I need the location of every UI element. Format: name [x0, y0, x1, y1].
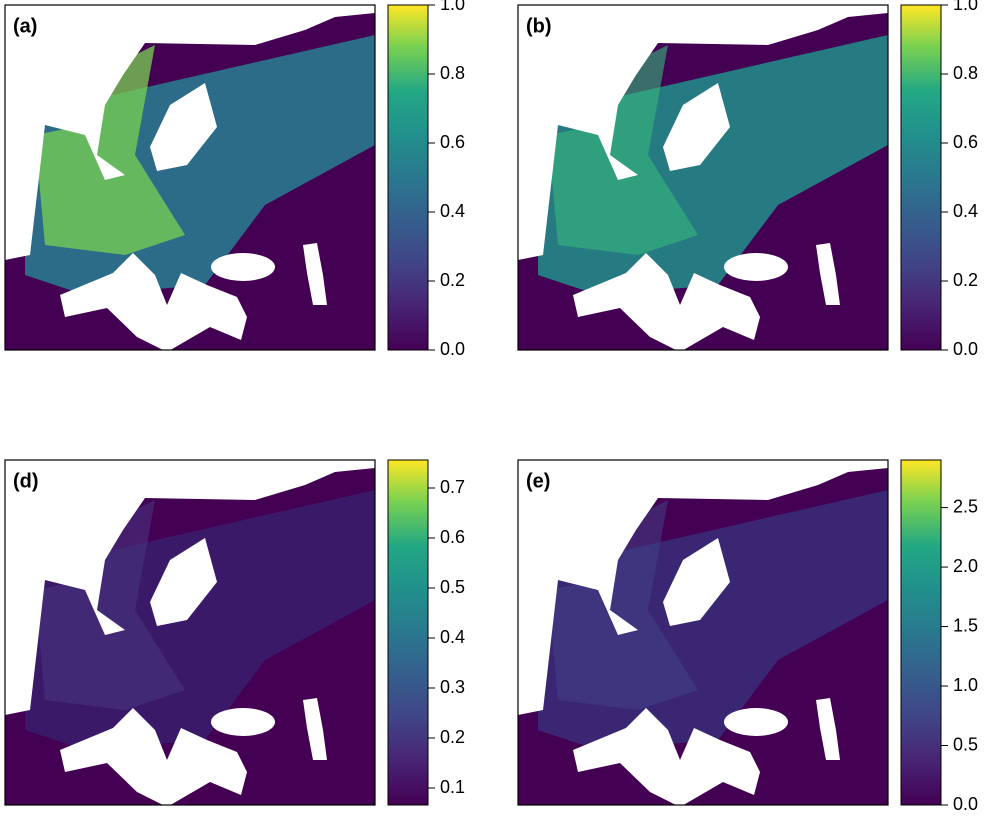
- tick-label: 0.5: [440, 577, 465, 597]
- land-highlight: [548, 500, 698, 710]
- sea: [5, 460, 375, 715]
- panel: (e) 0.0 0.5 1.0 1.5 2.0 2.5: [517, 459, 978, 814]
- panel: (d) 0.1 0.2 0.3 0.4 0.5 0.6 0.7: [4, 459, 465, 806]
- tick-label: 0.0: [440, 339, 465, 359]
- panel-label: (d): [13, 470, 39, 492]
- sea: [60, 708, 247, 805]
- tick-label: 0.8: [953, 63, 978, 83]
- tick-label: 0.4: [440, 627, 465, 647]
- black-sea: [211, 708, 275, 736]
- map: [518, 460, 888, 805]
- tick-label: 0.6: [440, 527, 465, 547]
- colorbar: [387, 4, 429, 351]
- colorbar: [900, 459, 942, 806]
- black-sea: [211, 253, 275, 281]
- tick-label: 0.0: [953, 794, 978, 813]
- black-sea: [724, 253, 788, 281]
- map-frame: [4, 459, 376, 806]
- sea: [573, 708, 760, 805]
- tick-label: 0.4: [440, 201, 465, 221]
- sea: [303, 698, 327, 760]
- sea: [518, 460, 888, 715]
- tick-label: 1.5: [953, 615, 978, 635]
- panel: (a) 0.0 0.2 0.4 0.6 0.8 1.0: [4, 0, 465, 359]
- sea: [150, 83, 217, 171]
- tick-label: 0.7: [440, 477, 465, 497]
- tick-label: 0.6: [953, 132, 978, 152]
- tick-label: 0.2: [953, 270, 978, 290]
- land-highlight: [35, 45, 185, 255]
- tick-label: 2.0: [953, 556, 978, 576]
- black-sea: [724, 708, 788, 736]
- tick-label: 1.0: [953, 675, 978, 695]
- panel-label: (e): [526, 470, 550, 492]
- tick-label: 0.5: [953, 734, 978, 754]
- tick-label: 0.1: [440, 777, 465, 797]
- land-highlight: [35, 500, 185, 710]
- sea: [303, 243, 327, 305]
- tick-label: 2.5: [953, 496, 978, 516]
- tick-label: 0.4: [953, 201, 978, 221]
- sea: [816, 698, 840, 760]
- panel: (b) 0.0 0.2 0.4 0.6 0.8 1.0: [517, 0, 978, 359]
- tick-label: 0.8: [440, 63, 465, 83]
- map-frame: [4, 4, 376, 351]
- sea: [573, 253, 760, 350]
- sea: [663, 538, 730, 626]
- sea: [60, 253, 247, 350]
- map: [5, 5, 375, 350]
- panel-label: (a): [13, 15, 37, 37]
- panel-label: (b): [526, 15, 552, 37]
- sea: [816, 243, 840, 305]
- sea: [5, 5, 375, 260]
- map-frame: [517, 4, 889, 351]
- tick-label: 0.2: [440, 270, 465, 290]
- tick-label: 0.0: [953, 339, 978, 359]
- map: [518, 5, 888, 350]
- tick-label: 1.0: [440, 0, 465, 14]
- tick-label: 0.2: [440, 727, 465, 747]
- colorbar: [387, 459, 429, 806]
- sea: [150, 538, 217, 626]
- map: [5, 460, 375, 805]
- sea: [518, 5, 888, 260]
- map-frame: [517, 459, 889, 806]
- sea: [663, 83, 730, 171]
- land-highlight: [548, 45, 698, 255]
- tick-label: 1.0: [953, 0, 978, 14]
- colorbar: [900, 4, 942, 351]
- tick-label: 0.6: [440, 132, 465, 152]
- tick-label: 0.3: [440, 677, 465, 697]
